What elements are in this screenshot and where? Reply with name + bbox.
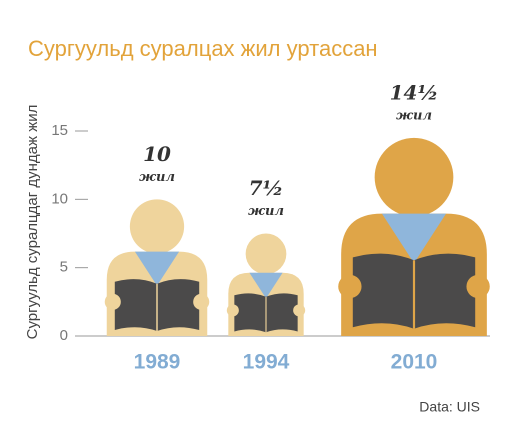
hand <box>466 274 490 299</box>
unit-label: жил <box>139 170 175 185</box>
collar <box>134 251 180 286</box>
value-label: 10 <box>143 142 171 166</box>
hand <box>293 304 306 317</box>
figure <box>104 199 210 336</box>
x-tick-label: 1989 <box>134 351 181 374</box>
hand <box>338 274 362 299</box>
collar <box>249 272 283 299</box>
hand <box>104 293 121 310</box>
y-tick-label: 0 <box>60 327 68 344</box>
hand <box>226 304 239 317</box>
figure <box>226 233 306 336</box>
unit-label: жил <box>248 204 284 219</box>
collar <box>381 213 447 264</box>
value-label: 14½ <box>390 80 439 104</box>
chart-title: Сургуульд суралцах жил уртассан <box>28 36 378 61</box>
unit-label: жил <box>396 108 432 123</box>
head <box>374 137 454 217</box>
x-tick-label: 1994 <box>243 351 290 374</box>
y-tick-label: 15 <box>51 122 68 139</box>
value-label: 7½ <box>249 176 284 200</box>
y-axis-label: Сургуульд суралцдаг дундаж жил <box>24 105 41 340</box>
hand <box>193 293 210 310</box>
y-tick-label: 5 <box>60 259 68 276</box>
y-tick-label: 10 <box>51 190 68 207</box>
head <box>129 199 185 254</box>
x-tick-label: 2010 <box>391 351 438 374</box>
figure <box>338 137 490 336</box>
source: Data: UIS <box>419 399 480 415</box>
head <box>245 233 287 275</box>
